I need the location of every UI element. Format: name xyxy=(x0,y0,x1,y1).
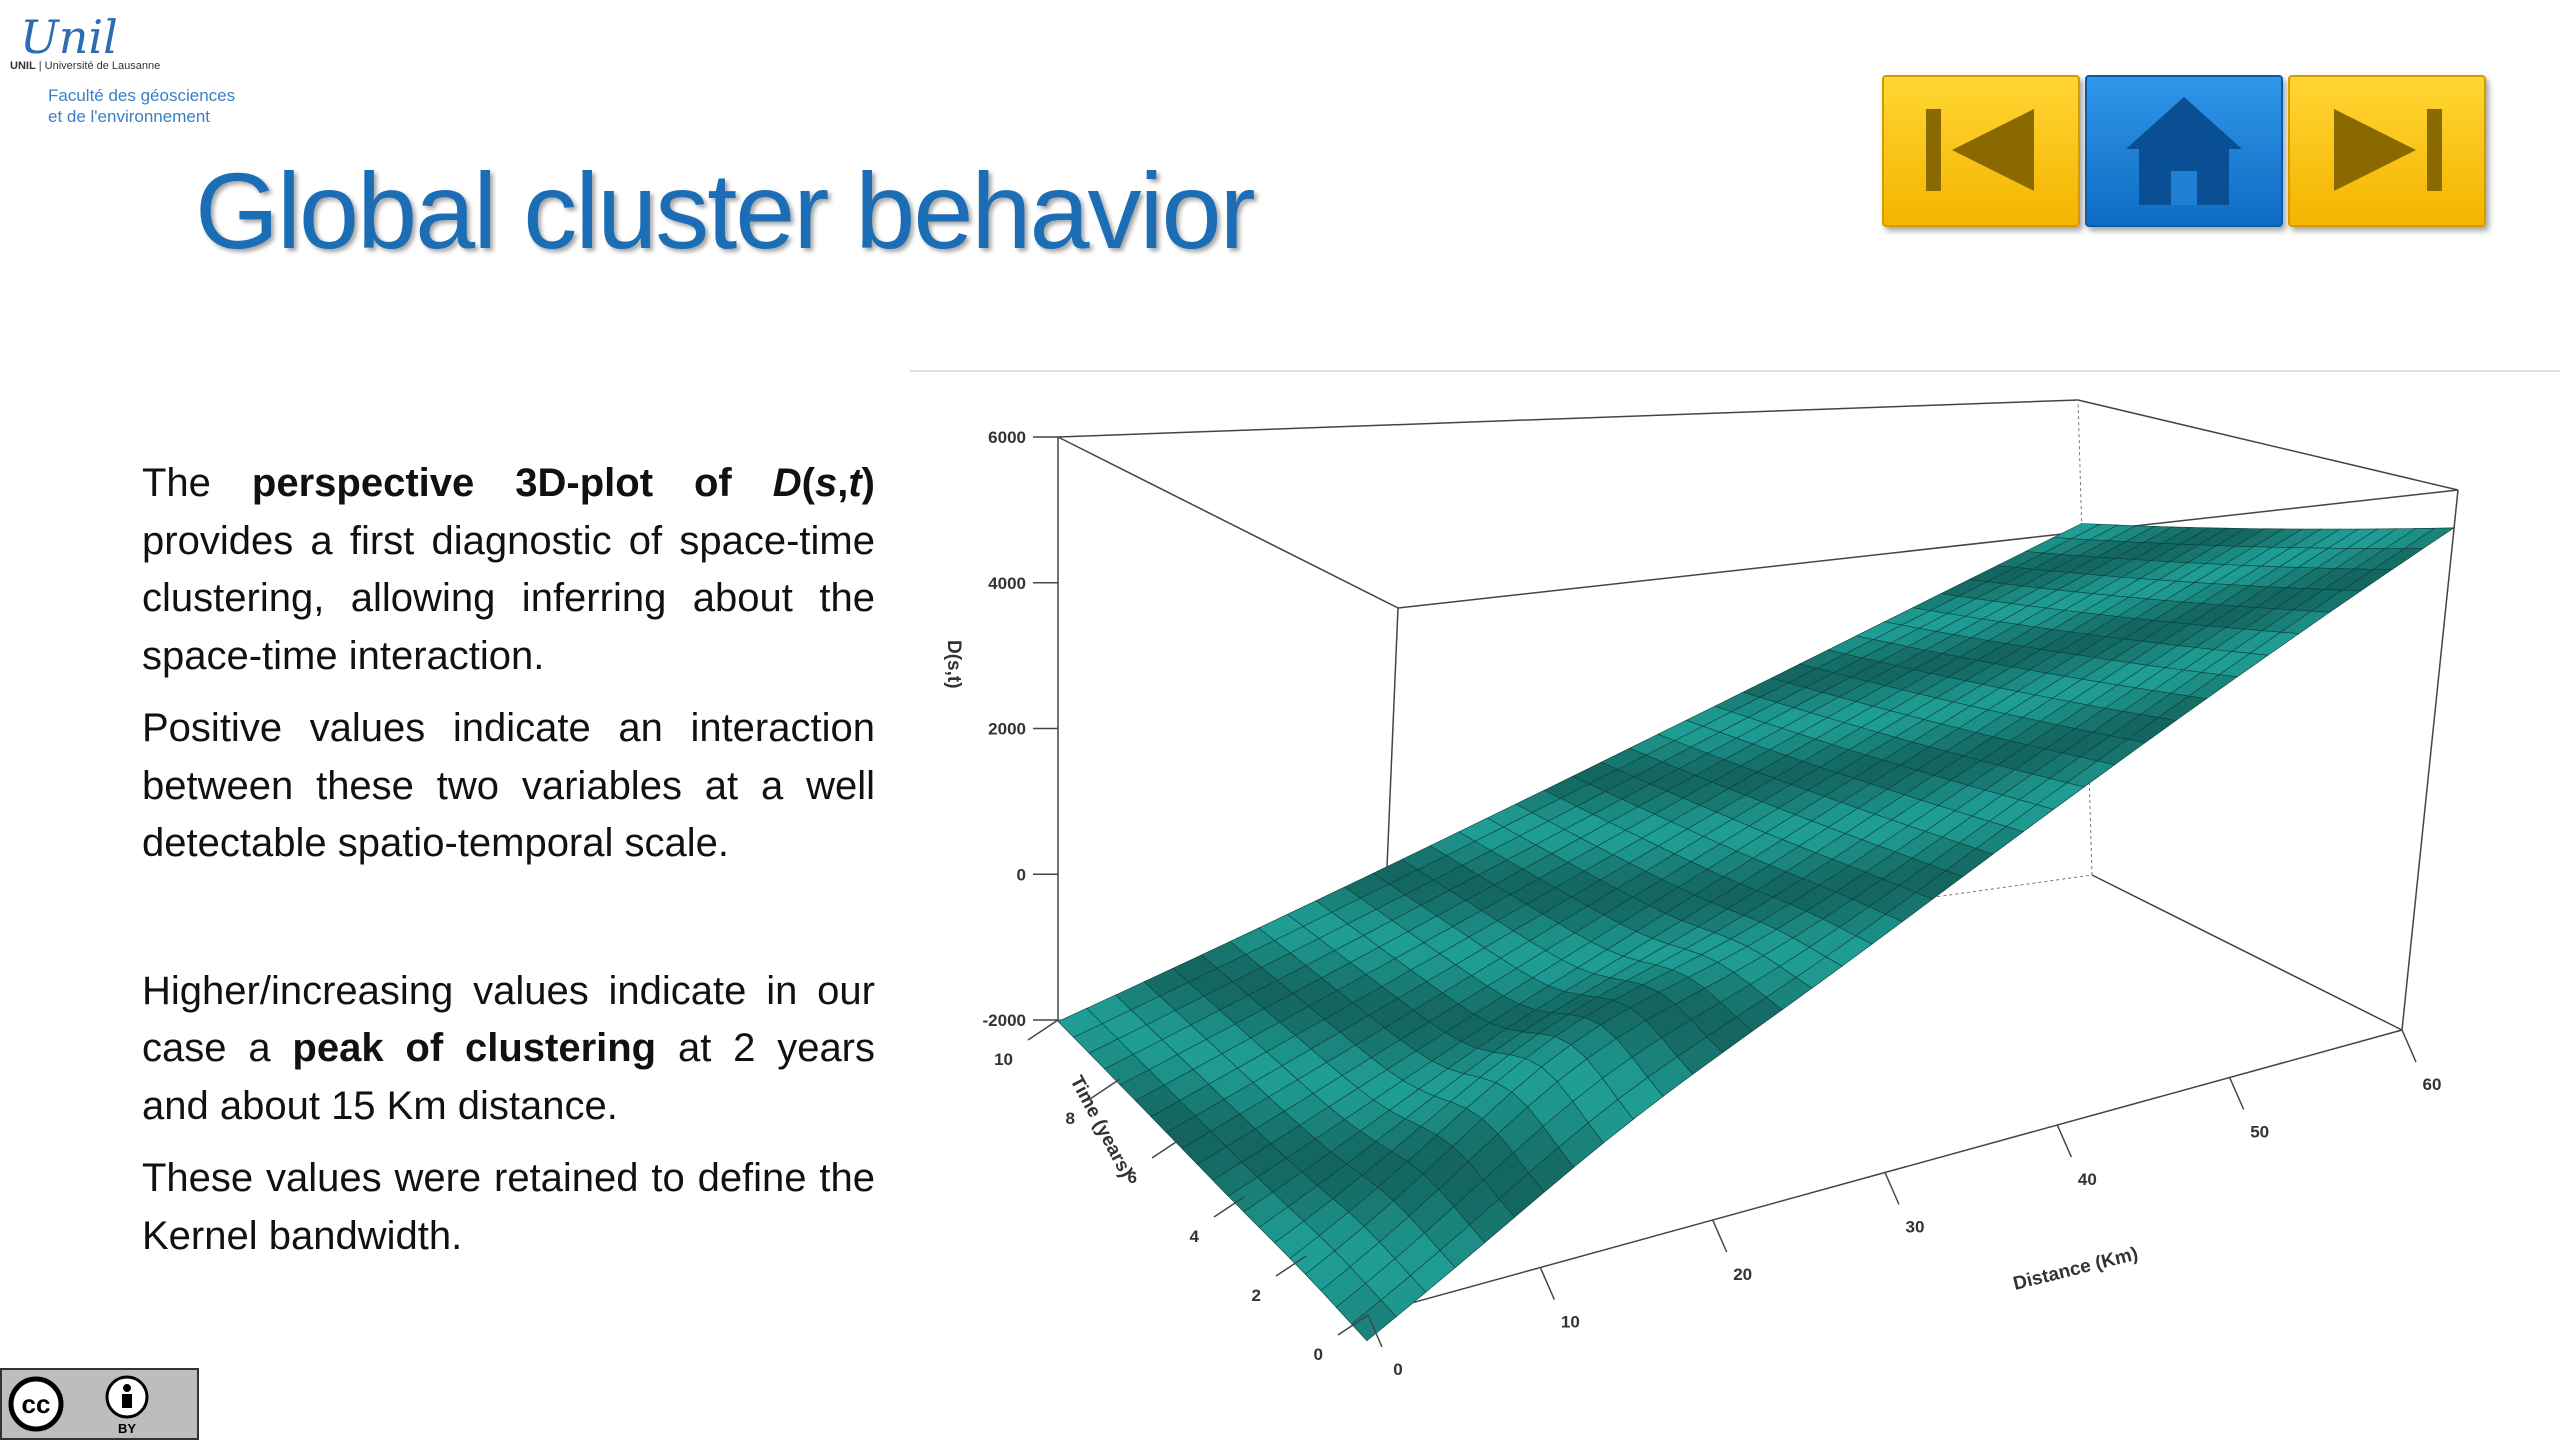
z-tick-label: 2000 xyxy=(988,720,1026,739)
z-tick-label: 0 xyxy=(1017,865,1026,884)
next-icon xyxy=(2334,109,2442,191)
x-tick xyxy=(2228,1077,2245,1110)
axis-ticks: -2000 0 2000 4000 6000 0 2 4 6 8 10 0 10 20 30 40 50 60 xyxy=(983,428,2442,1379)
x-tick-label: 60 xyxy=(2423,1075,2442,1094)
y-tick-label: 8 xyxy=(1066,1109,1075,1128)
divider-line xyxy=(910,370,2560,372)
university-logo: Unil UNIL | Université de Lausanne Facul… xyxy=(10,10,250,126)
z-tick-label: -2000 xyxy=(983,1011,1026,1030)
z-axis-label: D(s,t) xyxy=(943,640,964,689)
box-edge-hidden xyxy=(2077,399,2093,876)
y-tick xyxy=(1213,1196,1245,1218)
previous-icon xyxy=(1926,109,2034,191)
next-button[interactable] xyxy=(2288,75,2486,227)
box-edge xyxy=(2401,489,2459,1031)
logo-script: Unil xyxy=(20,10,118,64)
box-edge xyxy=(2091,874,2403,1031)
box-edge xyxy=(2077,399,2459,491)
box-edge xyxy=(1057,399,2079,438)
x-tick xyxy=(2056,1124,2073,1158)
body-text: The perspective 3D-plot of D(s,t) provid… xyxy=(142,455,875,1280)
surface-plot: -2000 0 2000 4000 6000 0 2 4 6 8 10 0 10 20 30 40 50 60 D… xyxy=(943,399,2459,1379)
x-tick-label: 10 xyxy=(1561,1313,1580,1332)
by-label: BY xyxy=(118,1421,136,1436)
box-edge xyxy=(1057,436,1399,609)
paragraph-1: The perspective 3D-plot of D(s,t) provid… xyxy=(142,461,875,678)
cc-label: cc xyxy=(22,1389,51,1419)
x-tick xyxy=(2401,1029,2417,1063)
x-tick-label: 50 xyxy=(2250,1123,2269,1142)
surface-facet xyxy=(1057,1007,1103,1038)
z-tick-label: 4000 xyxy=(988,574,1026,593)
x-tick xyxy=(1711,1219,1728,1253)
slide-title: Global cluster behavior xyxy=(195,150,1256,271)
x-tick-label: 30 xyxy=(1906,1218,1925,1237)
paragraph-3: Higher/increasing values indicate in our… xyxy=(142,968,876,1128)
y-tick xyxy=(1027,1019,1059,1041)
y-tick xyxy=(1089,1078,1121,1100)
previous-button[interactable] xyxy=(1882,75,2080,227)
x-tick-label: 20 xyxy=(1733,1265,1752,1284)
x-tick xyxy=(1884,1172,1900,1205)
y-tick-label: 10 xyxy=(994,1050,1013,1069)
y-tick xyxy=(1275,1255,1307,1277)
home-button[interactable] xyxy=(2085,75,2283,227)
paragraph-2: Positive values indicate an interaction … xyxy=(142,706,875,865)
cc-icon xyxy=(8,1376,64,1432)
box-edge xyxy=(1397,489,2459,609)
y-tick-label: 4 xyxy=(1190,1227,1200,1246)
y-tick xyxy=(1337,1314,1369,1336)
y-tick-label: 6 xyxy=(1128,1168,1137,1187)
logo-faculty: Faculté des géosciences et de l'environn… xyxy=(48,86,236,126)
home-icon xyxy=(2126,97,2242,205)
x-axis-label: Distance (Km) xyxy=(2011,1244,2140,1295)
y-tick-label: 2 xyxy=(1252,1286,1261,1305)
y-tick-label: 0 xyxy=(1314,1345,1323,1364)
y-tick xyxy=(1151,1137,1183,1159)
license-badge: cc BY xyxy=(0,1368,199,1440)
surface-mesh xyxy=(1057,523,2456,1342)
logo-university-line: UNIL | Université de Lausanne xyxy=(10,60,161,72)
x-tick xyxy=(1539,1267,1556,1300)
x-tick xyxy=(1367,1314,1383,1348)
z-tick-label: 6000 xyxy=(988,428,1026,447)
paragraph-4: These values were retained to define the… xyxy=(142,1156,875,1258)
x-tick-label: 0 xyxy=(1393,1360,1402,1379)
x-tick-label: 40 xyxy=(2078,1170,2097,1189)
